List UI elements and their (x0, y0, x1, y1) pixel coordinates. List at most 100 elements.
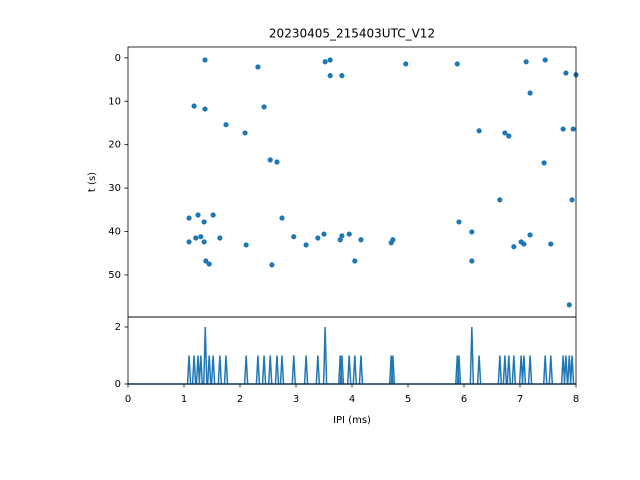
point (303, 242, 309, 248)
point (390, 237, 396, 243)
point (202, 106, 208, 112)
spike (223, 355, 229, 385)
point (337, 237, 343, 243)
point (352, 258, 358, 264)
point (339, 233, 345, 239)
x-tick-label: 4 (349, 394, 355, 405)
spike (506, 355, 512, 385)
x-tick-label: 7 (517, 394, 523, 405)
point (339, 73, 345, 79)
point (195, 212, 201, 218)
point (315, 235, 321, 241)
point (274, 159, 280, 165)
point (469, 258, 475, 264)
point (346, 231, 352, 237)
x-tick-label: 1 (181, 394, 187, 405)
x-tick-label: 3 (293, 394, 299, 405)
point (560, 126, 566, 132)
point (321, 231, 327, 237)
spike (198, 355, 204, 385)
x-tick-label: 6 (461, 394, 467, 405)
y-axis-label: t (s) (87, 172, 98, 192)
spike (243, 355, 249, 385)
point (327, 57, 333, 63)
spike (542, 355, 548, 385)
y-tick-label: 50 (108, 270, 121, 281)
spike (217, 355, 223, 385)
point (322, 59, 328, 65)
spike (322, 326, 328, 385)
spike (548, 355, 554, 385)
point (206, 261, 212, 267)
spike (206, 355, 212, 385)
spike (560, 355, 566, 385)
point (358, 237, 364, 243)
point (279, 215, 285, 221)
point (223, 122, 229, 128)
point (243, 242, 249, 248)
point (193, 235, 199, 241)
point (201, 239, 207, 245)
spike (518, 355, 524, 385)
point (527, 232, 533, 238)
point (542, 57, 548, 63)
point (570, 126, 576, 132)
point (469, 229, 475, 235)
spike (358, 355, 364, 385)
spike (521, 355, 527, 385)
spike (279, 355, 285, 385)
x-tick-label: 8 (573, 394, 579, 405)
spike (390, 355, 396, 385)
spike (497, 355, 503, 385)
x-tick-label: 0 (125, 394, 131, 405)
y-tick-label: 20 (108, 140, 121, 151)
point (202, 57, 208, 63)
point (569, 197, 575, 203)
point (255, 64, 261, 70)
y-tick-label: 10 (108, 96, 121, 107)
point (203, 258, 209, 264)
spike (502, 355, 508, 385)
x-axis-label: IPI (ms) (333, 415, 371, 426)
spike (315, 355, 321, 385)
spike (456, 355, 462, 385)
point (191, 103, 197, 109)
point (497, 197, 503, 203)
point (454, 61, 460, 67)
spike (261, 355, 267, 385)
axes-frame (127, 46, 577, 318)
spike (186, 355, 192, 385)
point (548, 241, 554, 247)
point (198, 234, 204, 240)
point (563, 70, 569, 76)
point (186, 215, 192, 221)
point (186, 239, 192, 245)
chart-title: 20230405_215403UTC_V12 (269, 27, 435, 41)
y-tick-label: 2 (115, 322, 121, 333)
spike (352, 355, 358, 385)
point (242, 130, 248, 136)
point (217, 235, 223, 241)
spike (203, 326, 208, 385)
y-tick-label: 40 (108, 226, 121, 237)
y-tick-label: 0 (115, 379, 121, 390)
spike (563, 355, 569, 385)
x-tick-label: 5 (405, 394, 411, 405)
point (502, 130, 508, 136)
point (541, 160, 547, 166)
spike (511, 355, 517, 385)
spike (476, 355, 482, 385)
point (269, 262, 275, 268)
spike (195, 355, 201, 385)
spike (346, 355, 352, 385)
point (476, 128, 482, 134)
spike (569, 355, 575, 385)
y-tick-label: 0 (115, 53, 121, 64)
point (291, 234, 297, 240)
spike (274, 355, 280, 385)
point (261, 104, 267, 110)
point (210, 212, 216, 218)
point (523, 59, 529, 65)
spike (255, 355, 261, 385)
